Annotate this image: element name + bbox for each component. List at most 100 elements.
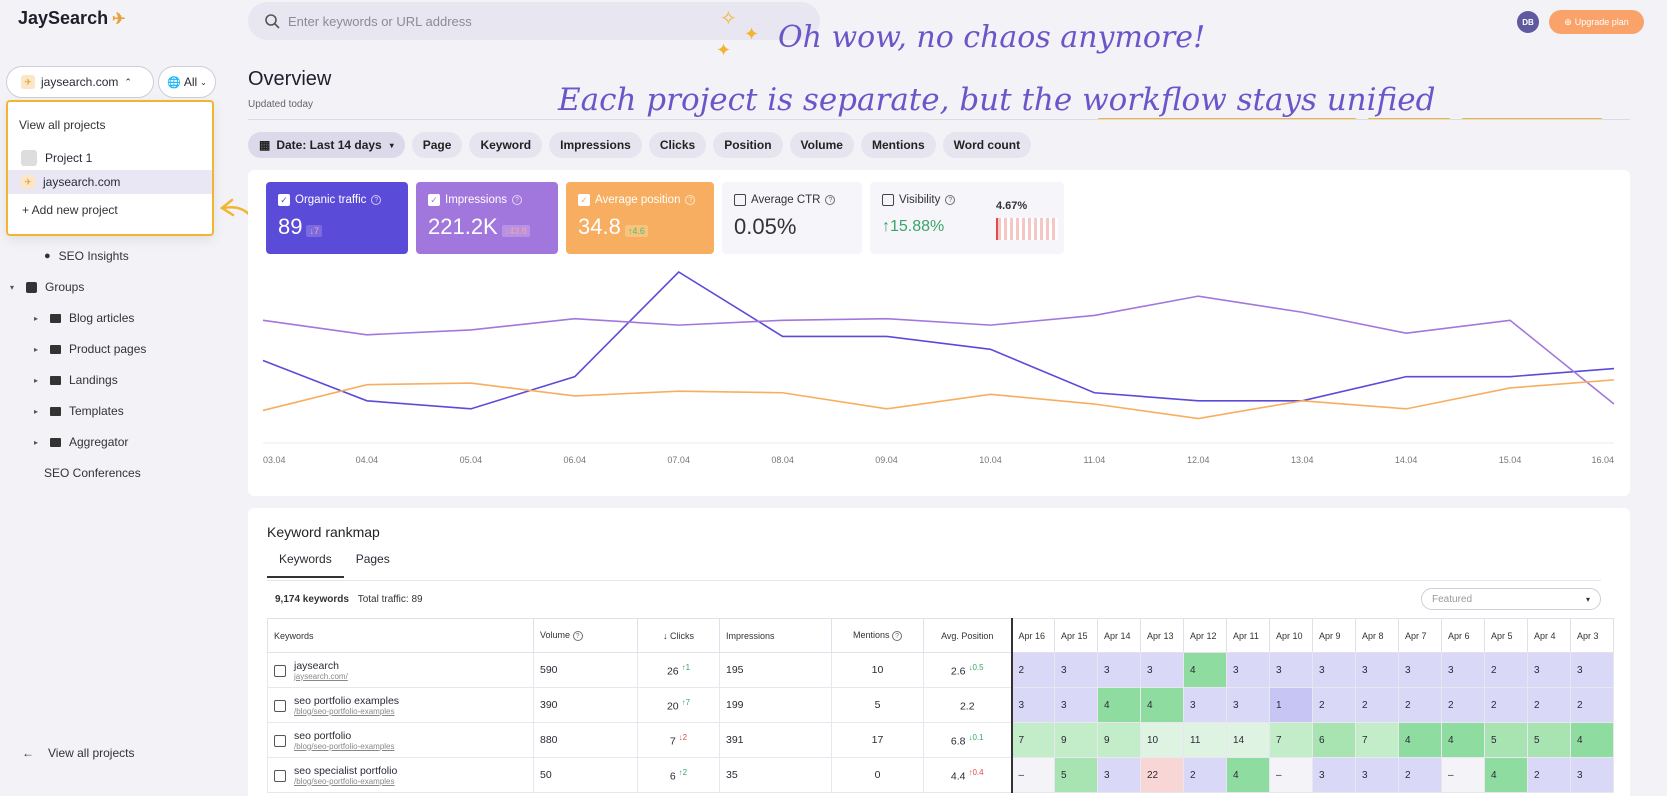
heatmap-cell: 9 [1054, 722, 1098, 758]
col-date[interactable]: Apr 12 [1183, 618, 1227, 653]
row-checkbox[interactable] [274, 769, 286, 782]
row-checkbox[interactable] [274, 664, 286, 677]
project-item-jaysearch[interactable]: ✈ jaysearch.com [8, 170, 212, 194]
keyword-url-link[interactable]: /blog/seo-portfolio-examples [294, 706, 395, 716]
sort-select[interactable]: Featured ▾ [1421, 588, 1601, 610]
sidebar-item-label: SEO Insights [58, 249, 129, 263]
metric-value: 221.2K [428, 214, 498, 239]
sparkle-icon: ✦ [744, 24, 760, 44]
tab-pages[interactable]: Pages [355, 552, 390, 566]
row-checkbox[interactable] [274, 734, 286, 747]
table-row[interactable]: seo specialist portfolio/blog/seo-portfo… [267, 757, 1614, 793]
keyword-url-link[interactable]: /blog/seo-portfolio-examples [294, 776, 395, 786]
metric-label: Impressions [445, 194, 507, 206]
sparkle-icon: ✧ [720, 8, 737, 30]
checkbox-icon[interactable] [734, 194, 746, 206]
keyword-url-link[interactable]: /blog/seo-portfolio-examples [294, 741, 395, 751]
checkbox-checked-icon[interactable]: ✓ [578, 194, 590, 206]
sidebar-item-aggregator[interactable]: ▸ Aggregator [34, 435, 128, 449]
heatmap-cell: 2 [1570, 687, 1614, 723]
add-project-button[interactable]: + Add new project [22, 203, 118, 217]
filter-mentions[interactable]: Mentions [860, 132, 936, 158]
col-date[interactable]: Apr 13 [1140, 618, 1184, 653]
clicks-cell: 20 ↑7 [637, 687, 720, 723]
col-date[interactable]: Apr 10 [1269, 618, 1313, 653]
project-selector[interactable]: ✈ jaysearch.com ⌃ [6, 66, 154, 98]
table-row[interactable]: jaysearch jaysearch.com/590 26 ↑1 195 10 2.6 … [267, 652, 1614, 688]
col-avg-position[interactable]: Avg. Position [923, 618, 1013, 653]
x-tick-label: 06.04 [564, 455, 587, 465]
filter-impressions[interactable]: Impressions [549, 132, 642, 158]
heatmap-cell: 3 [1570, 757, 1614, 793]
col-date[interactable]: Apr 9 [1312, 618, 1356, 653]
keyword-url-link[interactable]: jaysearch.com/ [294, 671, 348, 681]
col-volume[interactable]: Volume ? [533, 618, 638, 653]
col-date[interactable]: Apr 11 [1226, 618, 1270, 653]
metric-organic-traffic[interactable]: ✓ Organic traffic? 89 ↓7 [266, 182, 408, 254]
project-item-project-1[interactable]: Project 1 [8, 146, 212, 170]
table-row[interactable]: seo portfolio examples/blog/seo-portfoli… [267, 687, 1614, 723]
metric-average-position[interactable]: ✓ Average position? 34.8 ↑4.6 [566, 182, 714, 254]
checkbox-checked-icon[interactable]: ✓ [278, 194, 290, 206]
caret-right-icon: ▸ [34, 437, 39, 447]
col-date[interactable]: Apr 16 [1011, 618, 1055, 653]
metric-average-ctr[interactable]: Average CTR? 0.05% [722, 182, 862, 254]
avatar[interactable]: DB [1517, 11, 1539, 33]
col-date[interactable]: Apr 6 [1441, 618, 1485, 653]
view-all-label: View all projects [48, 746, 135, 760]
sidebar-item-label: Blog articles [69, 311, 135, 325]
sidebar-item-seo-conferences[interactable]: SEO Conferences [44, 466, 141, 480]
col-date[interactable]: Apr 5 [1484, 618, 1528, 653]
view-all-projects-link[interactable]: View all projects [19, 118, 106, 132]
col-impressions[interactable]: Impressions [719, 618, 832, 653]
sidebar-item-blog-articles[interactable]: ▸ Blog articles [34, 311, 134, 325]
heatmap-cell: 4 [1441, 722, 1485, 758]
col-clicks[interactable]: ↓ Clicks [637, 618, 720, 653]
col-date[interactable]: Apr 8 [1355, 618, 1399, 653]
sidebar-item-label: SEO Conferences [44, 466, 141, 480]
sidebar-item-landings[interactable]: ▸ Landings [34, 373, 118, 387]
metric-impressions[interactable]: ✓ Impressions? 221.2K ↓43.8 [416, 182, 558, 254]
filter-volume[interactable]: Volume [789, 132, 854, 158]
col-keywords[interactable]: Keywords [267, 618, 534, 653]
sidebar-item-groups[interactable]: ▾ Groups [10, 280, 84, 294]
col-date[interactable]: Apr 4 [1527, 618, 1571, 653]
filter-keyword[interactable]: Keyword [469, 132, 543, 158]
metric-visibility[interactable]: Visibility? ↑15.88% 4.67% [870, 182, 1064, 254]
app-logo[interactable]: JaySearch ✈ [18, 8, 125, 29]
filter-page[interactable]: Page [411, 132, 463, 158]
date-filter-button[interactable]: ▦ Date: Last 14 days ▾ [248, 132, 405, 158]
col-date[interactable]: Apr 15 [1054, 618, 1098, 653]
filter-clicks[interactable]: Clicks [648, 132, 707, 158]
heatmap-cell: 3 [1183, 687, 1227, 723]
sidebar-item-product-pages[interactable]: ▸ Product pages [34, 342, 146, 356]
caret-right-icon: ▸ [34, 344, 39, 354]
col-date[interactable]: Apr 14 [1097, 618, 1141, 653]
search-input[interactable]: Enter keywords or URL address [248, 2, 820, 40]
project-item-label: Project 1 [45, 151, 93, 165]
avg-delta: ↑0.4 [968, 767, 984, 777]
keyword-text: seo specialist portfolio [294, 764, 398, 777]
col-date[interactable]: Apr 3 [1570, 618, 1614, 653]
checkbox-checked-icon[interactable]: ✓ [428, 194, 440, 206]
upgrade-plan-button[interactable]: ⊕ Upgrade plan [1549, 10, 1644, 34]
heatmap-cell: 1 [1269, 687, 1313, 723]
sidebar-item-label: Templates [69, 404, 124, 418]
filter-position[interactable]: Position [713, 132, 783, 158]
impressions-cell: 195 [719, 652, 832, 688]
tab-keywords[interactable]: Keywords [267, 552, 344, 578]
sidebar-item-templates[interactable]: ▸ Templates [34, 404, 124, 418]
row-checkbox[interactable] [274, 699, 286, 712]
help-icon: ? [685, 195, 696, 205]
table-row[interactable]: seo portfolio/blog/seo-portfolio-example… [267, 722, 1614, 758]
heatmap-cell: 5 [1484, 722, 1528, 758]
view-all-projects-button[interactable]: ← View all projects [22, 746, 134, 760]
checkbox-icon[interactable] [882, 194, 894, 206]
scope-selector[interactable]: 🌐 All ⌄ [158, 66, 216, 98]
filter-word-count[interactable]: Word count [942, 132, 1032, 158]
col-mentions[interactable]: Mentions ? [831, 618, 924, 653]
col-date[interactable]: Apr 7 [1398, 618, 1442, 653]
divider [248, 119, 1630, 120]
page-title: Overview [248, 68, 332, 90]
sidebar-item-seo-insights[interactable]: ● SEO Insights [44, 249, 129, 263]
